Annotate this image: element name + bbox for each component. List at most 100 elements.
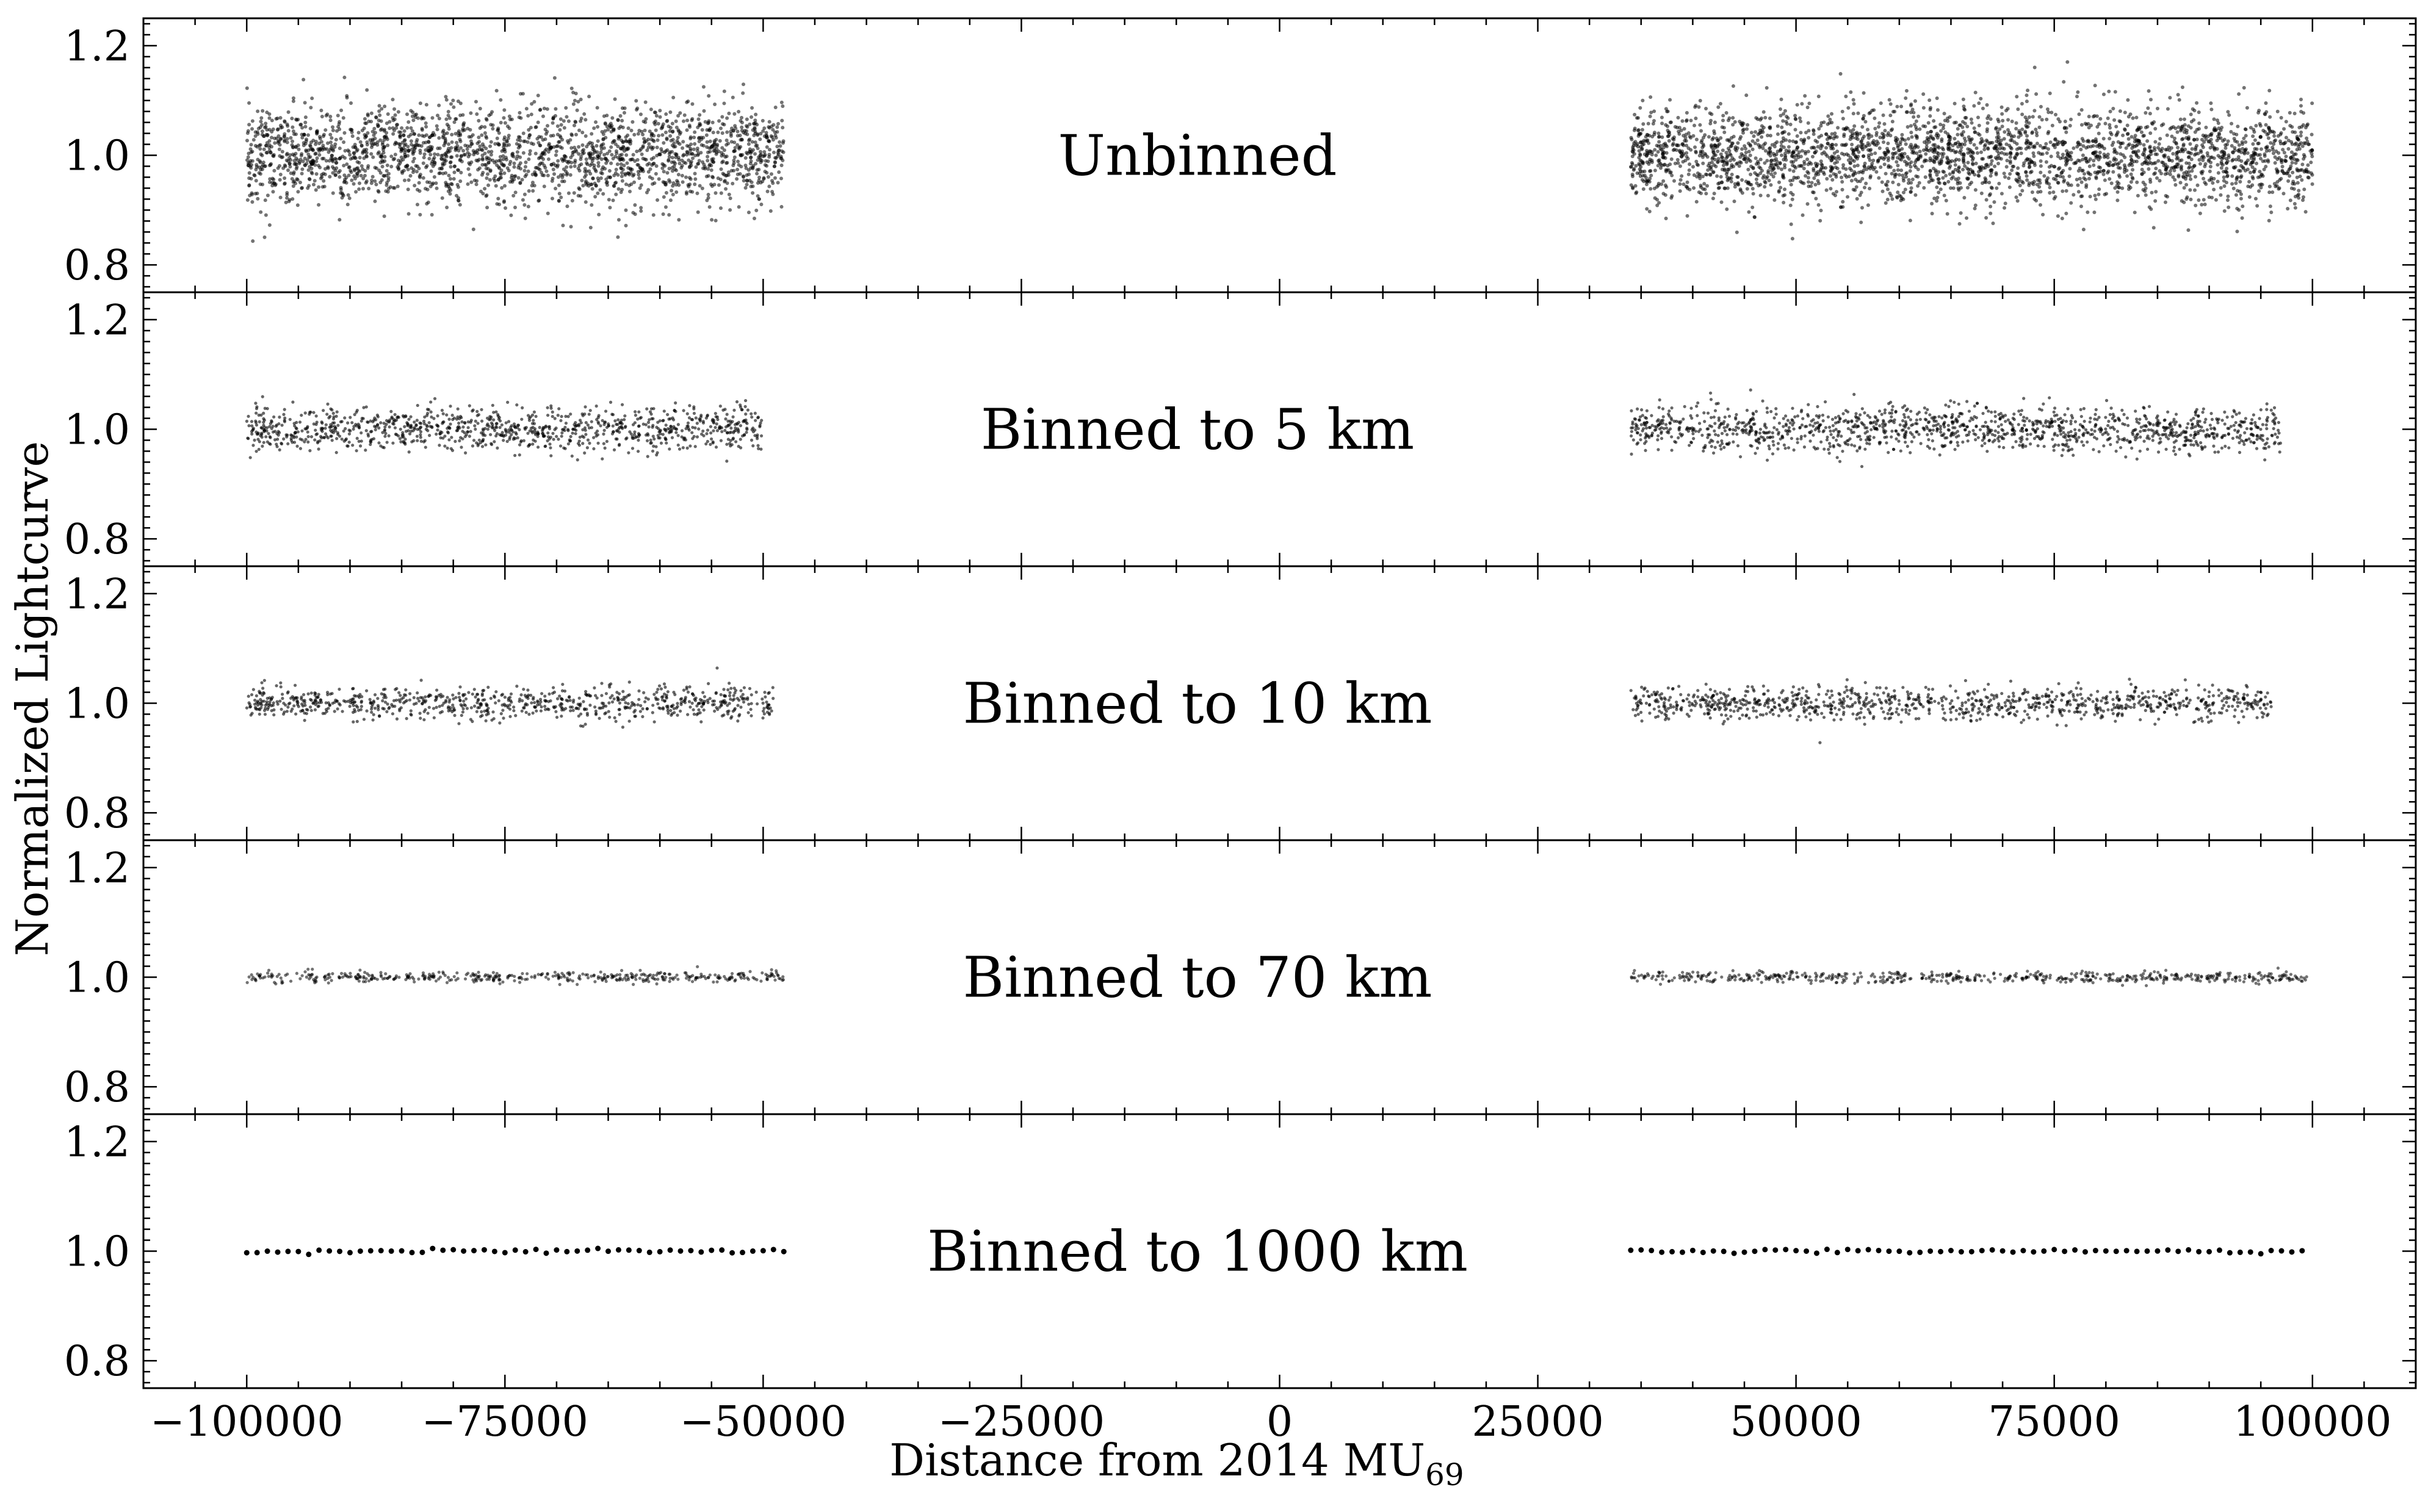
data-point: [1799, 120, 1803, 124]
data-point: [267, 180, 272, 184]
data-point: [2025, 178, 2029, 182]
data-point: [694, 165, 698, 169]
data-point: [379, 119, 383, 123]
data-point: [2189, 157, 2194, 162]
data-point: [263, 198, 267, 203]
data-point: [605, 151, 610, 156]
data-point: [283, 181, 287, 185]
data-point: [695, 149, 699, 153]
data-point: [698, 113, 702, 117]
data-point: [2291, 170, 2295, 175]
data-point: [1688, 134, 1692, 139]
data-point: [1751, 192, 1755, 196]
data-point: [1736, 141, 1740, 145]
data-point: [2005, 159, 2009, 163]
data-point: [688, 182, 692, 187]
data-point: [1689, 148, 1693, 152]
data-point: [414, 170, 419, 174]
data-point: [512, 178, 516, 182]
data-point: [392, 186, 397, 190]
data-point: [299, 154, 303, 158]
data-point: [1731, 123, 1735, 127]
data-point: [250, 119, 255, 123]
data-point: [323, 167, 327, 171]
data-point: [596, 164, 601, 168]
data-point: [2152, 161, 2156, 165]
data-point: [601, 132, 605, 137]
data-point: [388, 120, 392, 124]
data-point: [1680, 174, 1684, 178]
data-point: [2208, 169, 2212, 173]
data-point: [1804, 174, 1808, 178]
data-point: [745, 182, 749, 187]
panel-data-points: [245, 60, 2314, 243]
data-point: [677, 161, 682, 165]
data-point: [253, 134, 258, 139]
data-point: [686, 99, 690, 104]
data-point: [688, 161, 693, 165]
data-point: [591, 176, 595, 181]
data-point: [681, 140, 685, 144]
data-point: [1934, 156, 1938, 160]
data-point: [2184, 161, 2189, 165]
data-point: [501, 154, 505, 158]
data-point: [2134, 115, 2139, 120]
data-point: [1637, 162, 1641, 166]
data-point: [2292, 201, 2297, 206]
data-point: [616, 156, 620, 160]
data-point: [2230, 182, 2234, 186]
data-point: [1697, 154, 1702, 158]
data-point: [553, 113, 557, 118]
data-point: [417, 181, 421, 185]
data-point: [680, 164, 684, 168]
data-point: [569, 156, 573, 160]
data-point: [1755, 138, 1760, 142]
data-point: [677, 142, 682, 146]
data-point: [377, 104, 381, 108]
data-point: [752, 216, 756, 220]
data-point: [267, 139, 272, 143]
data-point: [574, 92, 578, 96]
data-point: [2075, 145, 2079, 149]
data-point: [2229, 130, 2233, 134]
data-point: [696, 117, 701, 121]
data-point: [2014, 126, 2018, 131]
data-point: [320, 114, 324, 118]
data-point: [328, 175, 332, 179]
data-point: [2077, 112, 2081, 117]
data-point: [1936, 177, 1940, 181]
data-point: [1712, 192, 1716, 196]
data-point: [424, 124, 428, 129]
data-point: [1778, 107, 1782, 111]
data-point: [2055, 174, 2059, 178]
data-point: [469, 180, 474, 184]
data-point: [2029, 142, 2033, 146]
data-point: [441, 129, 446, 133]
data-point: [2236, 189, 2240, 193]
data-point: [1873, 126, 1877, 131]
data-point: [2014, 195, 2018, 200]
data-point: [2007, 176, 2011, 181]
data-point: [1926, 131, 1930, 135]
data-point: [631, 211, 635, 215]
data-point: [483, 151, 487, 156]
data-point: [764, 131, 768, 135]
data-point: [1725, 170, 1729, 174]
data-point: [558, 128, 562, 132]
data-point: [1675, 157, 1680, 162]
data-point: [630, 120, 635, 124]
data-point: [527, 128, 531, 132]
data-point: [662, 170, 666, 174]
data-point: [1649, 168, 1653, 173]
data-point: [581, 184, 585, 188]
data-point: [698, 184, 702, 188]
data-point: [2198, 162, 2202, 166]
data-point: [380, 143, 385, 147]
data-point: [424, 103, 428, 107]
data-point: [2088, 157, 2092, 161]
data-point: [1852, 124, 1857, 128]
data-point: [499, 120, 503, 124]
data-point: [458, 139, 463, 143]
data-point: [2095, 114, 2099, 118]
data-point: [739, 165, 743, 169]
